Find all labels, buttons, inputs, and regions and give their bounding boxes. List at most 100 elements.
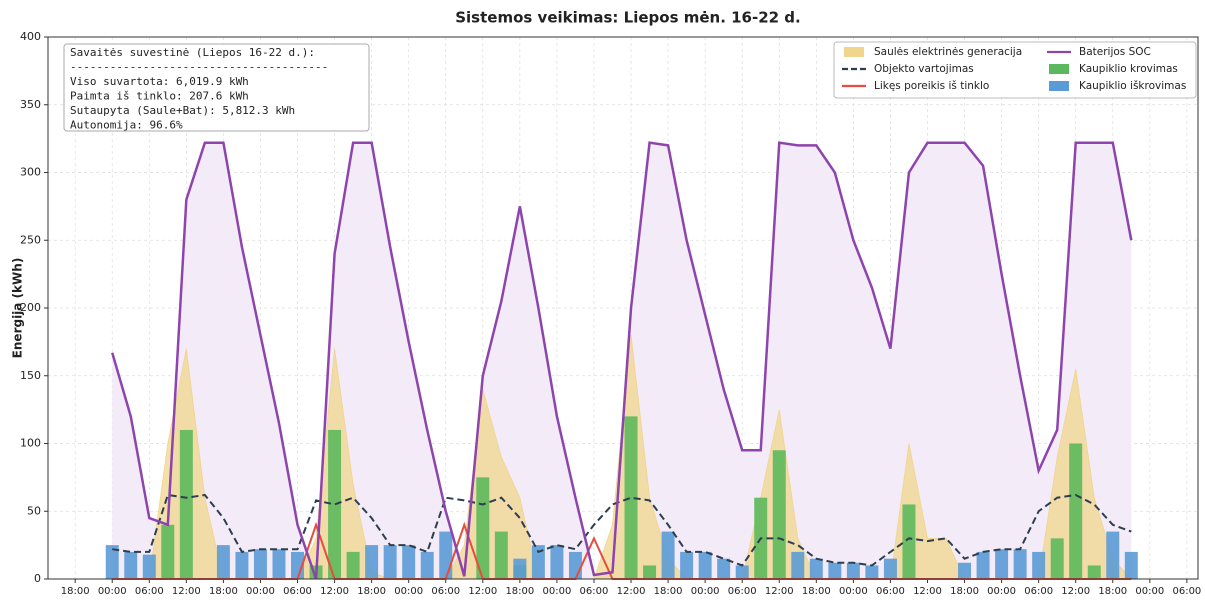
x-tick-label: 18:00	[61, 586, 90, 597]
x-tick-label: 00:00	[543, 586, 572, 597]
x-tick-label: 00:00	[394, 586, 423, 597]
bar	[235, 551, 249, 579]
y-tick-label: 100	[20, 437, 41, 450]
bar	[365, 545, 379, 579]
x-tick-label: 12:00	[913, 586, 942, 597]
plot-frame	[47, 36, 1199, 580]
x-tick-label: 18:00	[357, 586, 386, 597]
y-tick-label: 0	[34, 572, 41, 585]
legend-label: Saulės elektrinės generacija	[874, 46, 1022, 58]
summary-box	[63, 43, 370, 132]
bar	[142, 554, 156, 579]
legend-label: Kaupiklio iškrovimas	[1079, 80, 1186, 92]
bar	[402, 545, 416, 579]
x-tick-label: 00:00	[1135, 586, 1164, 597]
x-tick-label: 00:00	[987, 586, 1016, 597]
x-tick-label: 18:00	[950, 586, 979, 597]
y-axis-label: Energija (kWh)	[11, 258, 25, 359]
bar	[1069, 443, 1083, 579]
x-tick-label: 06:00	[135, 586, 164, 597]
bar	[902, 504, 916, 579]
bar	[1013, 549, 1027, 579]
x-tick-label: 12:00	[172, 586, 201, 597]
bar	[735, 565, 749, 579]
legend-label: Likęs poreikis iš tinklo	[874, 80, 989, 92]
bar	[272, 549, 286, 579]
bar	[216, 545, 230, 579]
bar	[439, 531, 453, 579]
legend-label: Kaupiklio krovimas	[1079, 63, 1178, 75]
bar	[568, 551, 582, 579]
bar	[624, 416, 638, 579]
x-tick-label: 12:00	[765, 586, 794, 597]
summary-line: Savaitės suvestinė (Liepos 16-22 d.):	[70, 46, 315, 59]
x-tick-label: 18:00	[1098, 586, 1127, 597]
bar	[643, 565, 657, 579]
bar	[680, 551, 694, 579]
legend-box	[833, 41, 1197, 99]
bar	[513, 558, 527, 579]
bar	[995, 549, 1009, 579]
bar	[791, 551, 805, 579]
summary-line: ---------------------------------------	[70, 61, 328, 74]
legend-swatch	[844, 47, 864, 57]
bar	[846, 562, 860, 579]
x-tick-label: 18:00	[654, 586, 683, 597]
bar	[809, 558, 823, 579]
bar	[253, 549, 267, 579]
x-tick-label: 18:00	[505, 586, 534, 597]
bar	[883, 558, 897, 579]
summary-line: Autonomija: 96.6%	[70, 119, 183, 132]
legend-label: Baterijos SOC	[1079, 46, 1151, 58]
x-tick-label: 18:00	[209, 586, 238, 597]
bar	[1106, 531, 1120, 579]
y-tick-label: 400	[20, 30, 41, 43]
bar	[105, 545, 119, 579]
x-tick-label: 00:00	[691, 586, 720, 597]
x-tick-label: 06:00	[728, 586, 757, 597]
bar	[531, 545, 545, 579]
bar	[1032, 551, 1046, 579]
legend-swatch	[1049, 81, 1069, 91]
bar	[179, 429, 193, 579]
legend-label: Objekto vartojimas	[874, 63, 974, 75]
bar	[1124, 551, 1138, 579]
x-tick-label: 12:00	[617, 586, 646, 597]
bar	[976, 551, 990, 579]
bar	[124, 551, 138, 579]
bar	[420, 551, 434, 579]
bar	[772, 450, 786, 579]
chart-title: Sistemos veikimas: Liepos mėn. 16-22 d.	[455, 9, 801, 27]
y-tick-label: 250	[20, 233, 41, 246]
soc-fill	[112, 142, 1132, 579]
y-tick-label: 200	[20, 301, 41, 314]
series-line	[111, 141, 1133, 580]
bar	[661, 531, 675, 579]
y-tick-label: 300	[20, 166, 41, 179]
x-tick-label: 06:00	[876, 586, 905, 597]
x-tick-label: 06:00	[1172, 586, 1201, 597]
bar	[161, 524, 175, 579]
bar	[383, 545, 397, 579]
x-tick-label: 06:00	[283, 586, 312, 597]
summary-line: Paimta iš tinklo: 207.6 kWh	[70, 90, 249, 103]
x-tick-label: 12:00	[468, 586, 497, 597]
bar	[346, 551, 360, 579]
x-tick-label: 12:00	[320, 586, 349, 597]
bar	[865, 565, 879, 579]
summary-line: Viso suvartota: 6,019.9 kWh	[70, 75, 249, 88]
series-line	[112, 493, 1132, 567]
bar	[958, 562, 972, 579]
y-tick-label: 50	[27, 504, 41, 517]
bar	[698, 551, 712, 579]
bar	[717, 558, 731, 579]
legend-swatch	[1049, 64, 1069, 74]
bar	[828, 562, 842, 579]
x-tick-label: 00:00	[98, 586, 127, 597]
x-tick-label: 12:00	[1061, 586, 1090, 597]
y-tick-label: 350	[20, 98, 41, 111]
x-tick-label: 06:00	[1024, 586, 1053, 597]
summary-line: Sutaupyta (Saule+Bat): 5,812.3 kWh	[70, 104, 295, 117]
x-tick-label: 06:00	[431, 586, 460, 597]
